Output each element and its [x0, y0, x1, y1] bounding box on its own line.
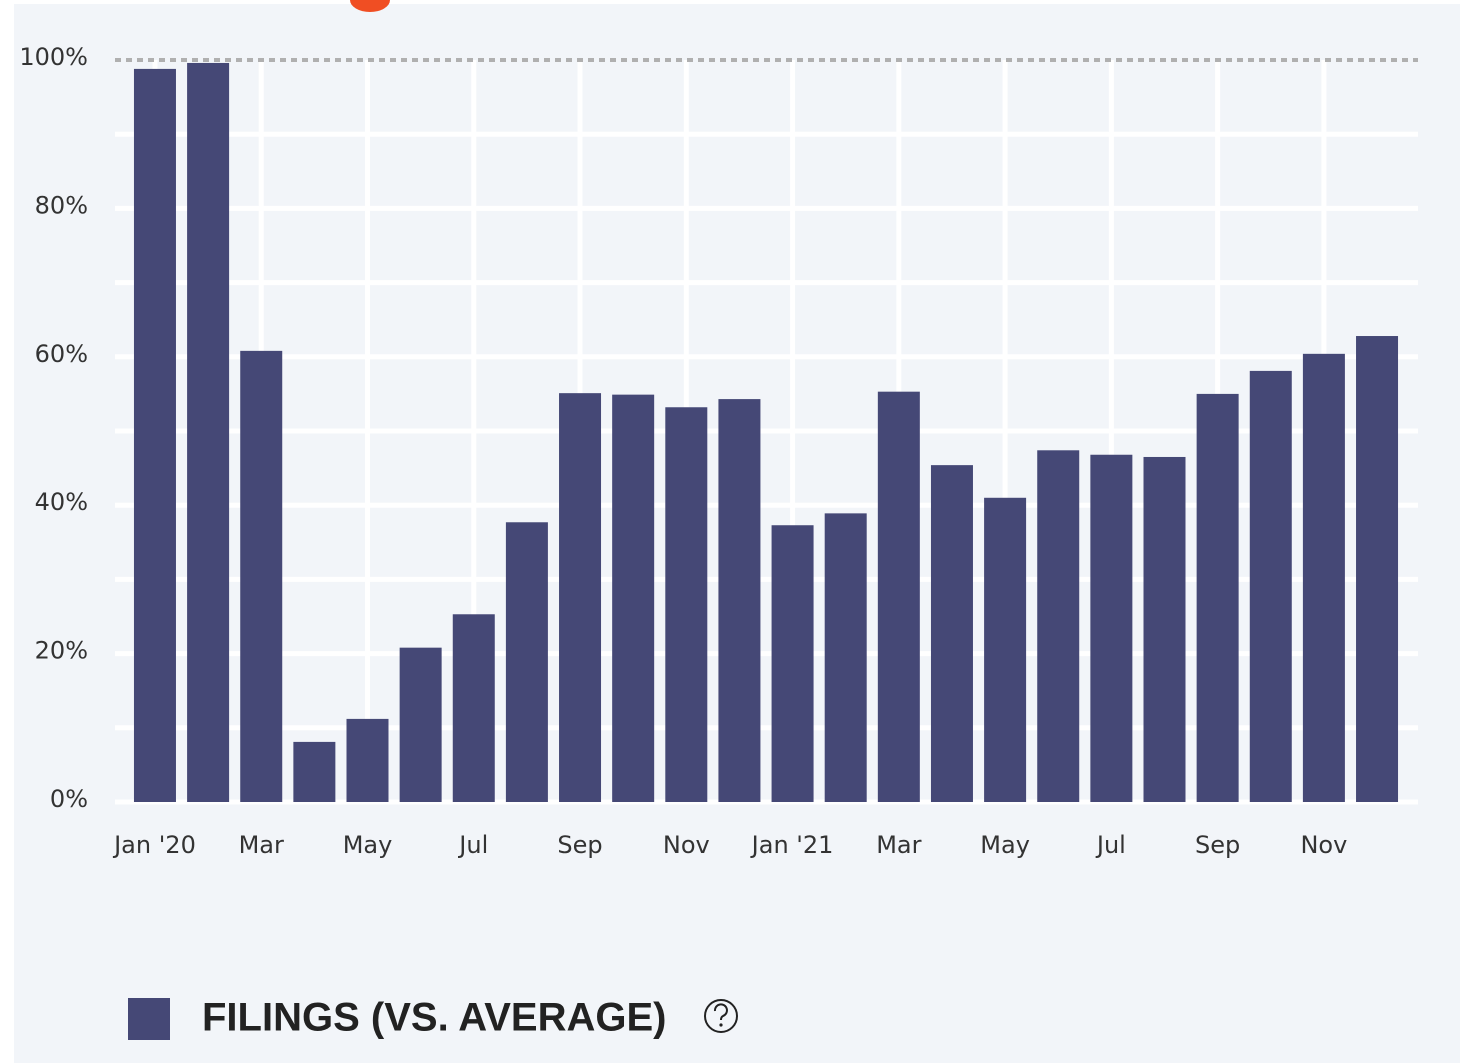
bar	[771, 525, 814, 802]
help-icon-dot	[719, 1023, 723, 1027]
bars	[133, 62, 1399, 803]
bar	[187, 62, 230, 802]
x-tick-label: Mar	[876, 831, 921, 859]
y-tick-label: 20%	[35, 637, 88, 665]
y-tick-label: 0%	[50, 785, 88, 813]
bar	[559, 393, 602, 802]
bar	[1143, 456, 1186, 802]
y-tick-label: 80%	[35, 191, 88, 219]
x-tick-label: Sep	[557, 831, 602, 859]
bar	[1356, 336, 1399, 802]
x-tick-label: Sep	[1195, 831, 1240, 859]
bar	[133, 68, 176, 803]
x-tick-label: Nov	[1300, 831, 1347, 859]
bar	[399, 647, 442, 802]
bar	[346, 718, 389, 802]
bar	[505, 522, 548, 802]
y-tick-label: 100%	[19, 43, 88, 71]
bar	[984, 497, 1027, 802]
bar	[1196, 393, 1239, 802]
help-icon[interactable]	[704, 999, 738, 1033]
bar	[718, 399, 761, 802]
bar	[1090, 454, 1133, 802]
y-tick-label: 60%	[35, 340, 88, 368]
x-tick-label: Jan '20	[112, 831, 196, 859]
legend-label: FILINGS (VS. AVERAGE)	[202, 996, 666, 1040]
bar	[930, 465, 973, 802]
x-tick-label: Jul	[1095, 831, 1126, 859]
bar	[240, 350, 283, 802]
bar	[665, 407, 708, 802]
y-tick-label: 40%	[35, 488, 88, 516]
x-tick-label: Nov	[663, 831, 710, 859]
x-tick-label: Jul	[457, 831, 488, 859]
bar	[293, 741, 336, 802]
bar	[824, 513, 867, 802]
x-tick-label: Jan '21	[750, 831, 834, 859]
help-icon-glyph	[713, 1003, 728, 1021]
decoration	[350, 0, 390, 12]
x-tick-label: May	[980, 831, 1030, 859]
bar	[452, 614, 495, 802]
bar	[1037, 450, 1080, 802]
bar	[1249, 370, 1292, 802]
bar	[1302, 353, 1345, 802]
legend-swatch	[128, 998, 170, 1040]
bar	[877, 391, 920, 802]
x-tick-label: Mar	[239, 831, 284, 859]
bar	[612, 394, 655, 802]
x-tick-label: May	[343, 831, 393, 859]
